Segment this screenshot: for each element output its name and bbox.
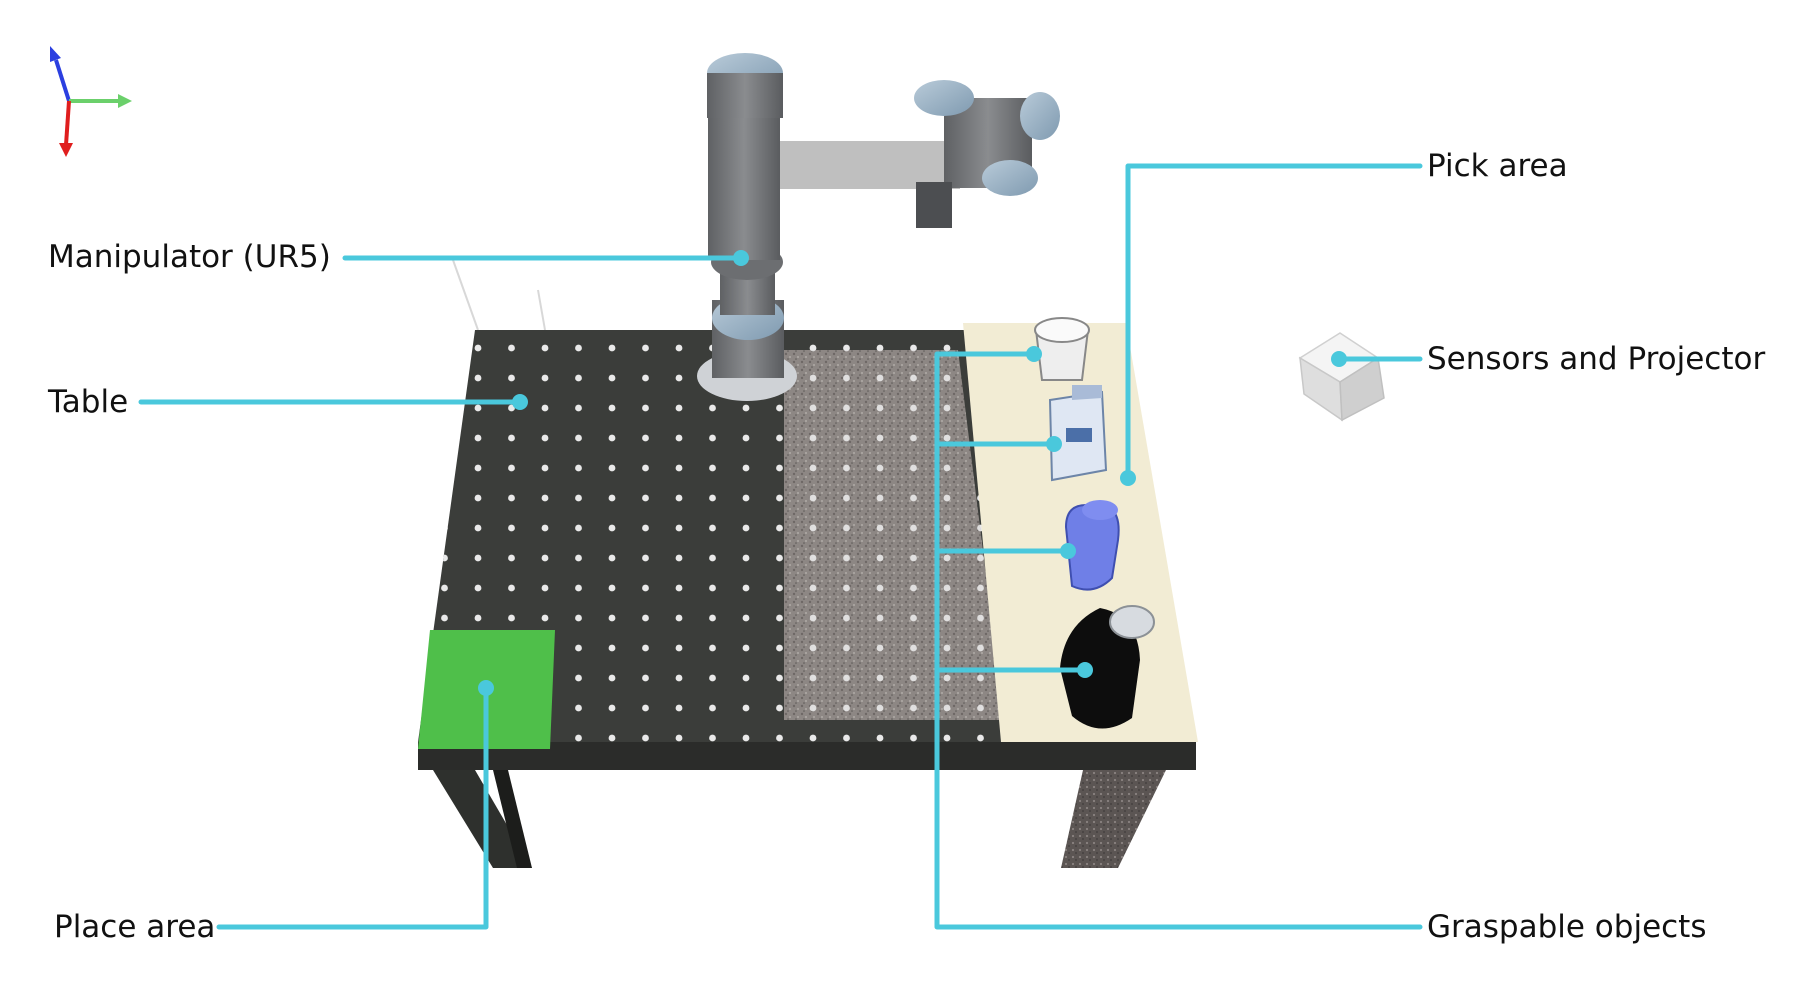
x-axis [64,100,71,146]
pick-area-callout-line [1125,163,1423,481]
milk-carton-object [1048,385,1108,482]
background-frame [452,259,546,331]
z-axis [54,59,71,102]
place-area-callout-line [216,685,489,930]
graspable-objects-label: Graspable objects [1427,909,1707,945]
bottle-object [1064,500,1120,591]
callout-dots [478,250,1347,696]
robot-manipulator [697,53,1060,401]
dark-bottle-object [1060,605,1155,729]
table-legs [433,770,1166,868]
graspable-callout-line [934,351,1423,930]
graspable-objects [1034,317,1155,729]
sensors-projector-label: Sensors and Projector [1427,341,1766,377]
sensors-projector-cube [1298,332,1385,422]
coordinate-axes-icon [50,46,132,157]
place-area-label: Place area [54,909,216,945]
callout-lines [138,163,1423,930]
pick-area-label: Pick area [1427,148,1568,184]
manipulator-label: Manipulator (UR5) [48,239,331,275]
cup-object [1034,317,1090,381]
table-label: Table [48,384,129,420]
